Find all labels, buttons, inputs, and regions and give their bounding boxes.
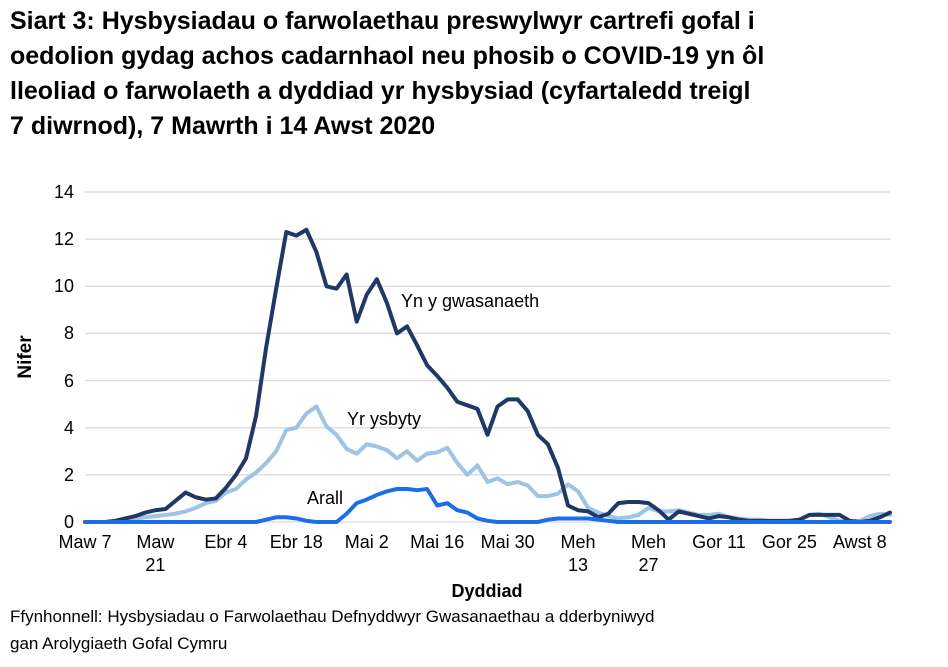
y-tick-label: 12 xyxy=(53,229,74,250)
y-tick-label: 2 xyxy=(63,464,74,485)
x-tick-label: Mai 2 xyxy=(344,532,389,552)
y-tick-label: 4 xyxy=(63,417,74,438)
x-tick-label: Mai 30 xyxy=(480,532,535,552)
y-tick-label: 10 xyxy=(53,276,74,297)
series-line-arall xyxy=(83,487,892,524)
x-tick-label: Mai 16 xyxy=(410,532,465,552)
x-tick-label: Ebr 4 xyxy=(204,532,248,552)
chart-title: Siart 3: Hysbysiadau o farwolaethau pres… xyxy=(10,7,765,140)
series-label-arall: Arall xyxy=(307,488,344,508)
x-axis-title: Dyddiad xyxy=(451,581,523,601)
y-axis-title: Nifer xyxy=(15,335,36,379)
y-tick-label: 14 xyxy=(53,182,74,202)
x-tick-label: Maw 7 xyxy=(58,532,112,552)
x-tick-label: Gor 11 xyxy=(692,532,746,552)
series-label-ysbyty: Yr ysbyty xyxy=(347,409,422,429)
series-label-gwasanaeth: Yn y gwasanaeth xyxy=(401,291,540,311)
y-tick-label: 6 xyxy=(63,370,74,391)
x-tick-label: Ebr 18 xyxy=(269,532,323,552)
x-tick-label: Awst 8 xyxy=(832,532,887,552)
x-tick-label: Gor 25 xyxy=(761,532,817,552)
y-tick-label: 8 xyxy=(63,323,74,344)
x-tick-label: Meh 13 xyxy=(560,532,596,575)
y-tick-label: 0 xyxy=(63,512,74,532)
x-tick-label: Meh 27 xyxy=(630,532,666,575)
series-line-yr-ysbyty xyxy=(83,404,892,524)
x-tick-label: Maw 21 xyxy=(136,532,175,575)
source-note: Ffynhonnell: Hysbysiadau o Farwolaethau … xyxy=(10,607,655,653)
